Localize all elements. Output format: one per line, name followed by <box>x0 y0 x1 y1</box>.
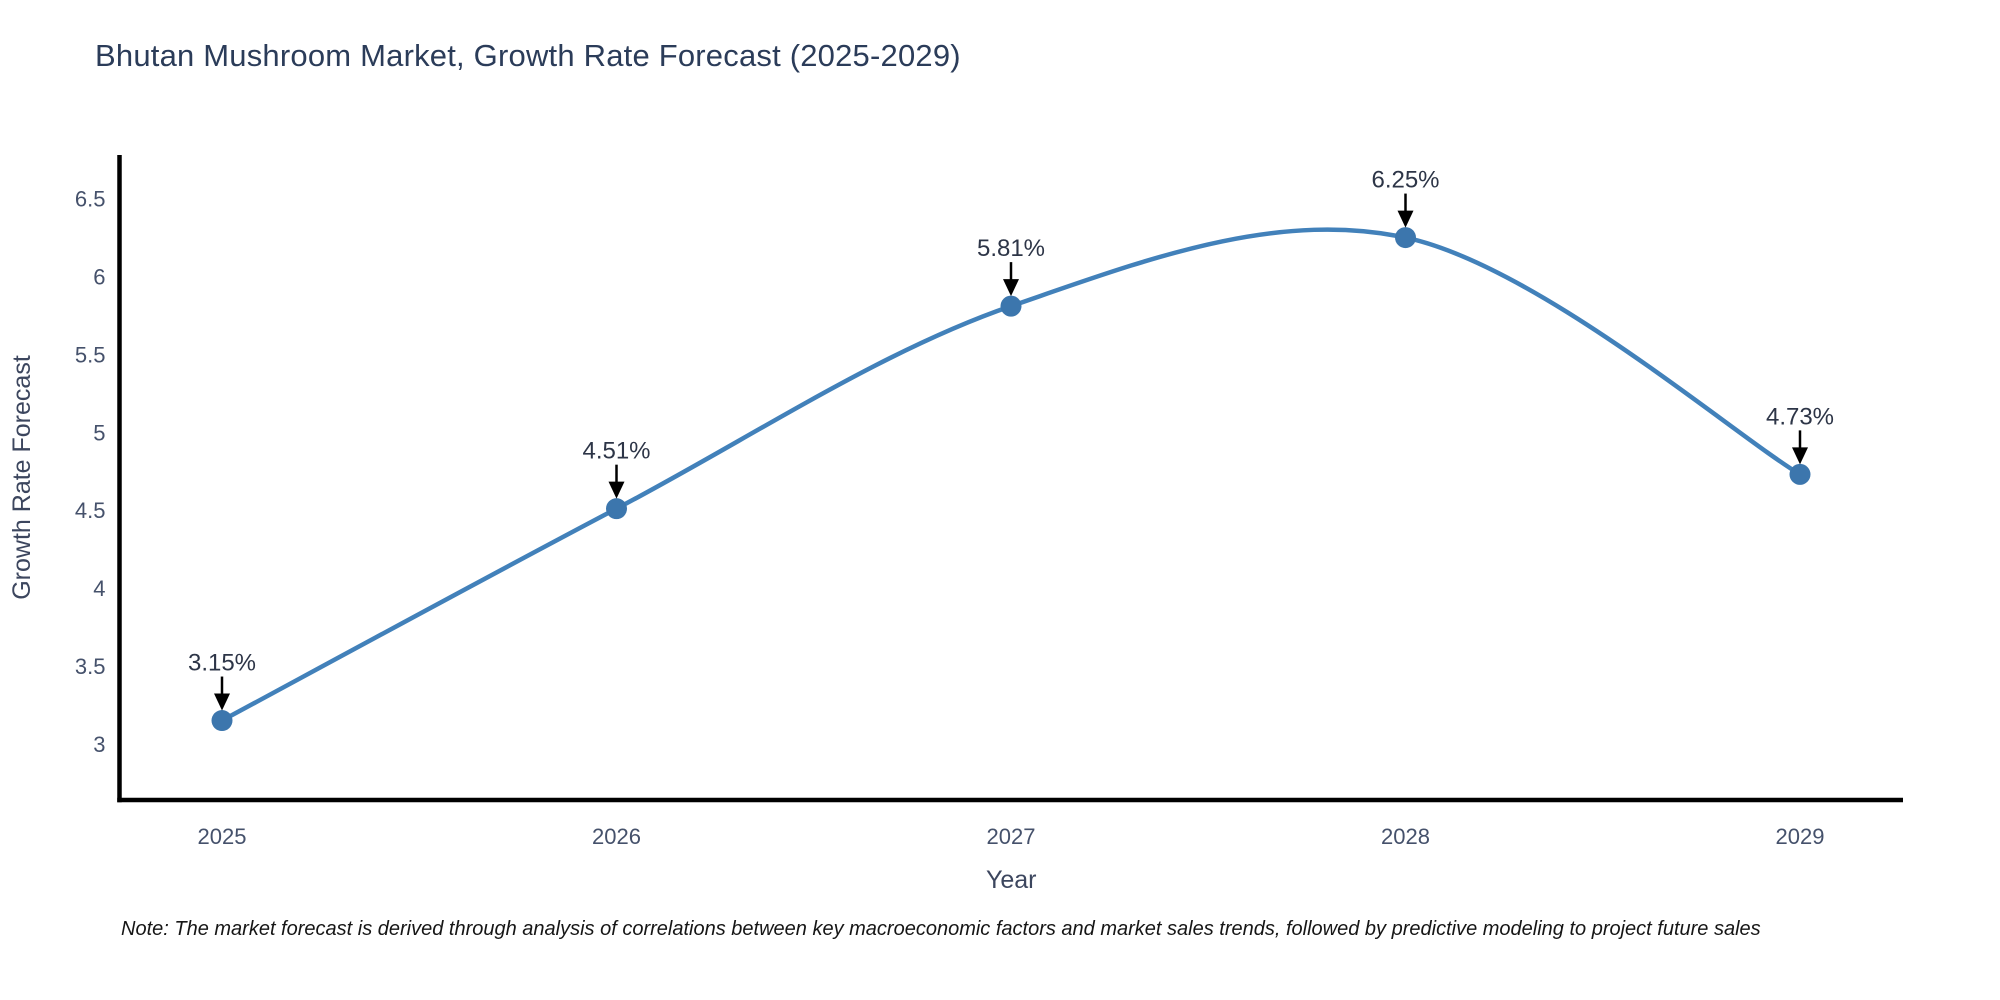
annotation-arrow-head <box>214 693 230 711</box>
data-point-marker <box>211 710 233 732</box>
x-tick-label: 2028 <box>1381 824 1430 849</box>
data-point-marker <box>1000 295 1022 317</box>
x-axis-title: Year <box>986 866 1037 894</box>
chart-footnote: Note: The market forecast is derived thr… <box>121 918 1761 940</box>
annotation-arrow-head <box>1792 447 1808 465</box>
annotation-label: 5.81% <box>977 235 1045 262</box>
y-tick-label: 4 <box>93 576 105 601</box>
y-tick-label: 5.5 <box>75 342 106 367</box>
annotation-label: 6.25% <box>1371 167 1439 194</box>
x-tick-label: 2026 <box>592 824 641 849</box>
y-tick-label: 3 <box>93 732 105 757</box>
y-tick-label: 3.5 <box>75 654 106 679</box>
y-tick-label: 6.5 <box>75 187 106 212</box>
annotation-label: 3.15% <box>188 650 256 677</box>
data-point-marker <box>1789 463 1811 485</box>
annotation-label: 4.51% <box>582 438 650 465</box>
annotation-arrow-head <box>1397 210 1414 228</box>
data-point-marker <box>1395 227 1416 249</box>
chart-title: Bhutan Mushroom Market, Growth Rate Fore… <box>95 38 961 73</box>
annotation-label: 4.73% <box>1766 403 1834 430</box>
data-point-marker <box>606 498 627 520</box>
y-tick-label: 6 <box>93 265 105 290</box>
annotation-arrow-head <box>608 481 625 499</box>
x-tick-label: 2029 <box>1776 824 1825 849</box>
annotation-arrow-head <box>1003 279 1019 297</box>
y-tick-label: 4.5 <box>75 498 106 523</box>
x-tick-label: 2027 <box>987 824 1036 849</box>
y-tick-label: 5 <box>93 420 105 445</box>
y-axis-title: Growth Rate Forecast <box>8 355 36 600</box>
x-tick-label: 2025 <box>198 824 247 849</box>
